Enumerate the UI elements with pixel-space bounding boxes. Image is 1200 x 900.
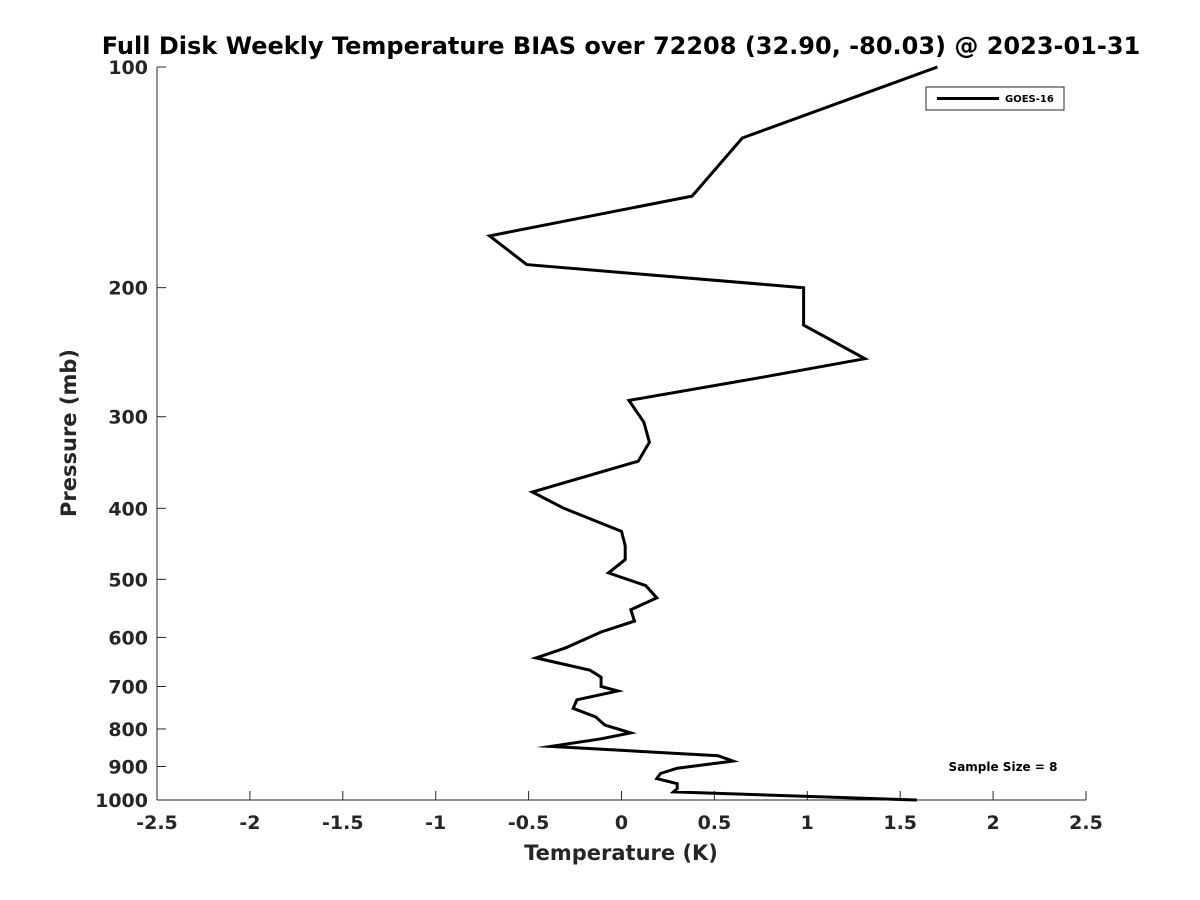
y-tick-label: 100 (108, 57, 148, 79)
x-tick-label: 2.5 (1069, 812, 1103, 834)
legend: GOES-16 (925, 86, 1065, 111)
chart-title: Full Disk Weekly Temperature BIAS over 7… (102, 32, 1141, 60)
y-tick-label: 800 (108, 719, 148, 741)
axes (156, 67, 1086, 801)
x-tick-label: 1.5 (883, 812, 917, 834)
series-layer (486, 65, 938, 802)
y-tick-label: 900 (108, 756, 148, 778)
x-ticks: -2.5 -2 -1.5 -1 -0.5 0 0.5 1 1.5 2 2.5 (136, 791, 1103, 834)
x-axis-label: Temperature (K) (524, 841, 718, 865)
x-tick-label: -2.5 (136, 812, 178, 834)
sample-size-annotation: Sample Size = 8 (949, 760, 1058, 774)
series-line-goes-16 (486, 65, 938, 802)
y-tick-label: 1000 (95, 790, 148, 812)
x-tick-label: 2 (986, 812, 999, 834)
y-tick-label: 200 (108, 278, 148, 300)
y-tick-label: 300 (108, 407, 148, 429)
x-tick-label: -2 (239, 812, 260, 834)
y-ticks: 100 200 300 400 500 600 700 800 900 1000 (95, 57, 166, 812)
x-tick-label: 1 (801, 812, 814, 834)
y-tick-label: 700 (108, 676, 148, 698)
x-tick-label: -1 (425, 812, 446, 834)
y-tick-label: 400 (108, 498, 148, 520)
y-tick-label: 500 (108, 569, 148, 591)
x-tick-label: 0 (615, 812, 628, 834)
x-tick-label: -0.5 (508, 812, 550, 834)
y-axis-label: Pressure (mb) (57, 349, 81, 517)
x-tick-label: 0.5 (698, 812, 732, 834)
legend-label-goes-16: GOES-16 (1005, 94, 1054, 105)
y-tick-label: 600 (108, 627, 148, 649)
x-tick-label: -1.5 (322, 812, 364, 834)
